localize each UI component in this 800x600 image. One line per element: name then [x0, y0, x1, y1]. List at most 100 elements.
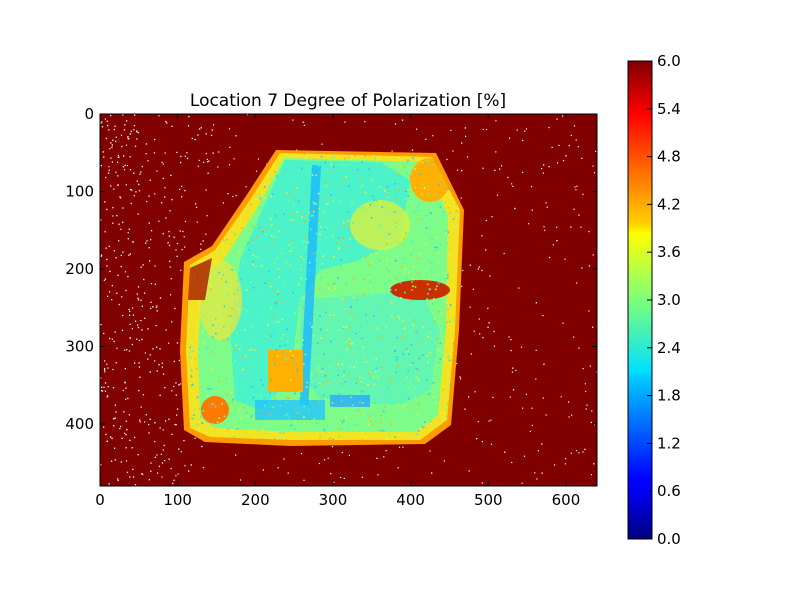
object-speck	[325, 311, 327, 314]
noise-speck	[110, 185, 112, 187]
x-tick-label: 100	[163, 491, 192, 509]
noise-speck	[100, 389, 103, 392]
object-speck	[227, 428, 230, 430]
object-speck	[366, 393, 368, 395]
object-speck	[350, 158, 352, 161]
object-speck	[281, 251, 283, 254]
object-speck	[340, 199, 342, 202]
object-speck	[262, 322, 264, 325]
object-speck	[329, 436, 331, 438]
object-speck	[402, 206, 404, 209]
noise-speck	[503, 252, 505, 255]
noise-speck	[121, 296, 123, 298]
noise-speck	[162, 177, 164, 180]
noise-speck	[476, 438, 478, 440]
object-speck	[272, 241, 275, 244]
object-speck	[331, 171, 333, 173]
object-speck	[341, 293, 344, 295]
noise-speck	[377, 474, 379, 476]
object-speck	[375, 257, 378, 259]
object-speck	[258, 226, 261, 229]
object-speck	[406, 277, 408, 279]
object-speck	[202, 430, 204, 432]
object-speck	[227, 293, 229, 296]
noise-speck	[383, 456, 385, 458]
object-speck	[287, 400, 290, 402]
object-speck	[382, 256, 385, 259]
object-speck	[408, 415, 410, 418]
object-speck	[386, 186, 389, 188]
object-speck	[364, 357, 366, 359]
object-speck	[398, 297, 400, 299]
noise-speck	[170, 467, 172, 470]
object-speck	[367, 249, 369, 252]
object-speck	[361, 207, 364, 209]
object-speck	[409, 366, 411, 368]
object-speck	[322, 394, 325, 397]
noise-speck	[121, 145, 123, 148]
object-speck	[417, 366, 419, 369]
object-speck	[352, 222, 354, 225]
noise-speck	[119, 196, 121, 198]
noise-speck	[100, 122, 102, 124]
noise-speck	[296, 149, 298, 151]
object-speck	[386, 344, 388, 346]
noise-speck	[191, 137, 193, 140]
object-speck	[391, 315, 393, 318]
object-speck	[331, 402, 334, 404]
object-speck	[317, 318, 319, 321]
noise-speck	[169, 260, 171, 262]
object-speck	[341, 363, 344, 366]
noise-speck	[128, 414, 130, 416]
object-speck	[303, 416, 305, 419]
object-speck	[415, 357, 417, 359]
noise-speck	[184, 190, 186, 192]
noise-speck	[169, 210, 171, 212]
object-speck	[444, 326, 447, 328]
noise-speck	[106, 208, 108, 211]
noise-speck	[493, 330, 495, 333]
object-speck	[317, 275, 320, 278]
object-speck	[391, 180, 393, 183]
noise-speck	[133, 129, 135, 131]
noise-speck	[183, 439, 185, 442]
object-speck	[368, 168, 370, 170]
noise-speck	[564, 258, 566, 260]
object-speck	[391, 301, 393, 304]
object-speck	[427, 361, 429, 364]
object-speck	[413, 320, 415, 323]
noise-speck	[525, 128, 528, 130]
object-speck	[271, 224, 273, 226]
object-speck	[333, 314, 335, 316]
object-speck	[297, 308, 300, 310]
noise-speck	[111, 146, 113, 148]
object-speck	[313, 252, 315, 255]
noise-speck	[578, 214, 580, 216]
noise-speck	[137, 286, 140, 288]
noise-speck	[168, 458, 170, 460]
object-speck	[312, 210, 315, 212]
noise-speck	[101, 390, 104, 392]
noise-speck	[141, 305, 143, 307]
object-speck	[290, 424, 292, 427]
noise-speck	[344, 121, 346, 123]
object-speck	[405, 162, 408, 164]
object-speck	[361, 402, 364, 404]
object-speck	[370, 179, 373, 181]
object-speck	[407, 350, 409, 353]
noise-speck	[136, 138, 138, 140]
object-speck	[237, 322, 240, 324]
noise-speck	[111, 460, 113, 462]
object-speck	[402, 353, 405, 355]
object-speck	[233, 222, 236, 224]
object-speck	[326, 203, 328, 205]
object-speck	[194, 417, 196, 420]
object-speck	[301, 438, 304, 440]
noise-speck	[590, 474, 593, 476]
noise-speck	[522, 171, 524, 173]
object-speck	[236, 288, 239, 291]
object-speck	[277, 290, 279, 293]
object-speck	[417, 206, 419, 208]
object-speck	[404, 233, 407, 236]
object-speck	[448, 251, 451, 253]
